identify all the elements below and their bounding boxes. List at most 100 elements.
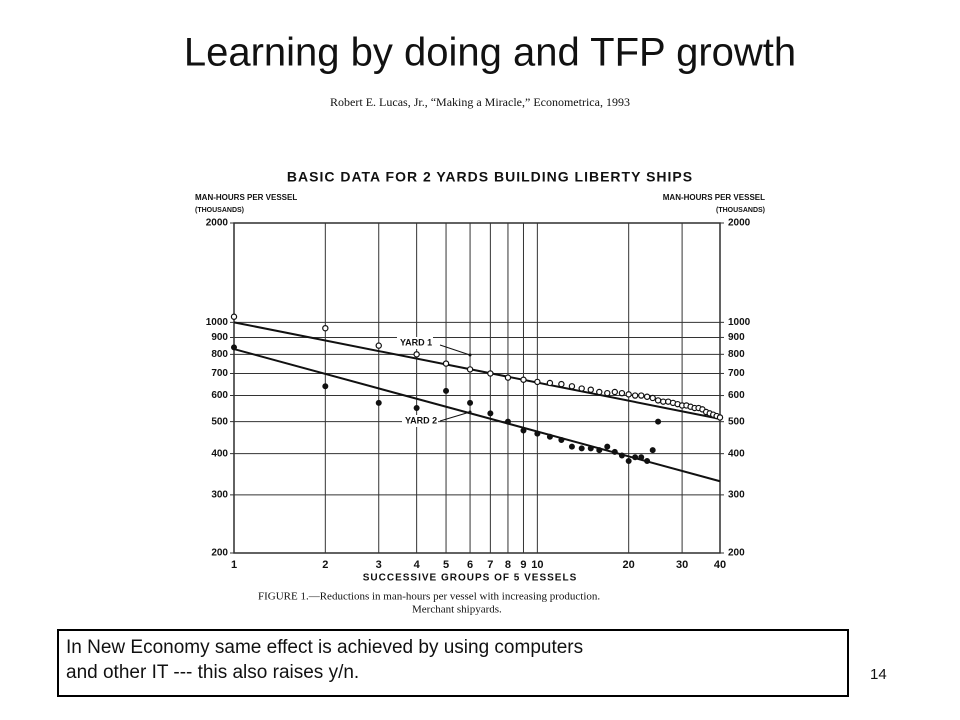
y2-tick-label: 500: [728, 416, 745, 427]
filled-point: [546, 433, 553, 440]
open-point: [716, 414, 724, 421]
x-tick-label: 9: [520, 559, 526, 571]
open-point: [638, 392, 645, 399]
figure-caption: FIGURE 1.—Reductions in man-hours per ve…: [258, 591, 600, 603]
open-point: [322, 324, 329, 332]
filled-point: [375, 399, 382, 406]
arrow-head: [468, 353, 472, 357]
open-point: [520, 376, 527, 383]
filled-point: [632, 454, 639, 461]
y2-tick-label: 300: [728, 490, 745, 501]
x-tick-label: 3: [376, 559, 382, 571]
y2-tick-label: 400: [728, 448, 745, 459]
filled-point: [322, 383, 329, 390]
filled-point: [504, 418, 511, 425]
y-tick-label: 900: [211, 332, 228, 343]
filled-point: [649, 447, 656, 454]
filled-point: [467, 399, 474, 406]
page-number: 14: [870, 666, 887, 683]
x-tick-label: 20: [623, 559, 635, 571]
y-axis-label: (THOUSANDS): [195, 207, 244, 214]
x-tick-label: 1: [231, 559, 237, 571]
y2-tick-label: 900: [728, 332, 745, 343]
series-annotation: YARD 1: [400, 337, 432, 347]
y2-tick-label: 600: [728, 390, 745, 401]
annotation-arrow: [439, 411, 471, 422]
x-tick-label: 40: [714, 559, 726, 571]
y2-tick-label: 200: [728, 548, 745, 559]
y2-axis-label: (THOUSANDS): [716, 207, 765, 214]
filled-point: [487, 410, 494, 417]
filled-point: [638, 454, 645, 461]
open-point: [618, 389, 626, 397]
x-tick-label: 10: [531, 559, 543, 571]
note-text: In New Economy same effect is achieved b…: [66, 637, 583, 658]
y-tick-label: 700: [211, 368, 228, 379]
filled-point: [655, 418, 662, 425]
filled-point: [604, 443, 611, 450]
filled-point: [520, 427, 527, 434]
x-tick-label: 4: [414, 559, 421, 571]
filled-point: [534, 430, 541, 437]
y2-tick-label: 800: [728, 349, 745, 360]
x-tick-label: 7: [487, 559, 493, 571]
filled-point: [618, 452, 625, 459]
y2-axis-label: MAN-HOURS PER VESSEL: [663, 193, 765, 202]
open-point: [649, 394, 656, 402]
filled-point: [231, 344, 238, 351]
chart-title: BASIC DATA FOR 2 YARDS BUILDING LIBERTY …: [287, 169, 693, 185]
y-tick-label: 300: [211, 490, 228, 501]
open-point: [568, 383, 576, 390]
open-point: [578, 385, 585, 392]
y-axis-label: MAN-HOURS PER VESSEL: [195, 193, 297, 202]
y2-tick-label: 2000: [728, 218, 751, 229]
open-point: [654, 397, 662, 404]
open-point: [230, 313, 238, 320]
filled-point: [413, 405, 420, 412]
filled-point: [611, 448, 618, 455]
open-point: [534, 378, 541, 386]
x-axis-label: SUCCESSIVE GROUPS OF 5 VESSELS: [363, 573, 578, 584]
open-point: [558, 380, 565, 388]
trend-line: [233, 321, 721, 420]
open-point: [546, 379, 554, 387]
open-point: [504, 374, 512, 381]
filled-point: [625, 458, 632, 465]
series-annotation: YARD 2: [405, 415, 437, 425]
filled-point: [568, 443, 575, 450]
annotation-bg: [397, 337, 433, 349]
y2-tick-label: 1000: [728, 317, 751, 328]
annotation-bg: [402, 415, 438, 427]
open-point: [487, 370, 494, 377]
open-point: [596, 388, 603, 396]
plot-frame: [233, 222, 721, 554]
open-point: [442, 360, 450, 367]
filled-point: [558, 437, 565, 444]
note-text: and other IT --- this also raises y/n.: [66, 662, 359, 683]
filled-point: [596, 447, 603, 454]
y2-tick-label: 700: [728, 368, 745, 379]
figure-caption: Merchant shipyards.: [412, 604, 502, 616]
note-box: [57, 629, 849, 697]
x-tick-label: 30: [676, 559, 688, 571]
x-tick-label: 5: [443, 559, 449, 571]
x-tick-label: 2: [322, 559, 328, 571]
filled-point: [443, 387, 450, 394]
slide-title: Learning by doing and TFP growth: [184, 31, 796, 75]
filled-point: [587, 445, 594, 452]
open-point: [375, 342, 382, 349]
open-point: [413, 351, 420, 358]
arrow-head: [468, 410, 472, 414]
open-point: [625, 391, 632, 398]
citation: Robert E. Lucas, Jr., “Making a Miracle,…: [330, 95, 630, 109]
filled-point: [644, 458, 651, 465]
open-point: [631, 392, 639, 399]
y-tick-label: 200: [211, 548, 228, 559]
open-point: [611, 388, 618, 396]
open-point: [466, 366, 474, 373]
open-point: [587, 386, 594, 393]
y-tick-label: 1000: [206, 317, 229, 328]
filled-point: [578, 445, 585, 452]
x-tick-label: 6: [467, 559, 473, 571]
